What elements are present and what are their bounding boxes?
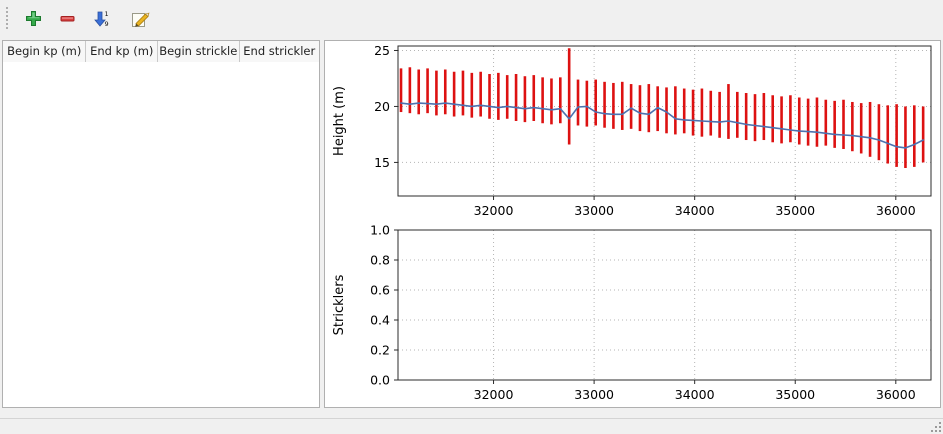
svg-text:20: 20: [374, 99, 390, 114]
toolbar: 1 9: [0, 0, 943, 37]
status-bar: [0, 418, 943, 434]
plus-icon: [25, 10, 42, 27]
remove-row-button[interactable]: [53, 6, 81, 32]
svg-text:1.0: 1.0: [370, 225, 390, 238]
svg-text:32000: 32000: [474, 387, 514, 402]
svg-text:Height (m): Height (m): [332, 86, 347, 156]
svg-text:35000: 35000: [775, 203, 815, 218]
edit-button[interactable]: [126, 6, 154, 32]
edit-pencil-icon: [131, 10, 150, 28]
add-row-button[interactable]: [19, 6, 47, 32]
svg-text:34000: 34000: [675, 387, 715, 402]
stricklers-chart: 32000 33000 34000 35000 36000 0.0 0.2 0.4 0.6 0.8…: [332, 225, 932, 402]
column-header-begin-strickler[interactable]: Begin strickle: [158, 41, 240, 62]
sort-numeric-icon: 1 9: [92, 10, 110, 28]
minus-icon: [59, 10, 76, 27]
charts-panel: 32000 33000 34000 35000 36000 15 20 25 Height (m…: [324, 40, 941, 408]
column-header-end-kp[interactable]: End kp (m): [86, 41, 159, 62]
svg-text:36000: 36000: [876, 387, 916, 402]
svg-text:0.4: 0.4: [370, 313, 390, 328]
svg-text:25: 25: [374, 43, 390, 58]
column-header-end-strickler[interactable]: End strickler: [243, 44, 316, 58]
svg-text:36000: 36000: [876, 203, 916, 218]
stricklers-table: Begin kp (m) End kp (m) Begin strickle E…: [2, 40, 320, 408]
sort-button[interactable]: 1 9: [87, 6, 115, 32]
column-header-begin-kp[interactable]: Begin kp (m): [3, 41, 87, 62]
svg-text:9: 9: [105, 20, 109, 28]
svg-text:34000: 34000: [675, 203, 715, 218]
resize-grip-icon[interactable]: [930, 421, 941, 432]
svg-text:15: 15: [374, 155, 390, 170]
svg-text:0.2: 0.2: [370, 343, 390, 358]
toolbar-drag-handle[interactable]: [4, 6, 10, 31]
svg-text:Stricklers: Stricklers: [332, 274, 347, 335]
svg-text:33000: 33000: [574, 203, 614, 218]
svg-text:1: 1: [105, 10, 109, 18]
svg-text:0.8: 0.8: [370, 253, 390, 268]
svg-text:35000: 35000: [775, 387, 815, 402]
height-profile-chart: 32000 33000 34000 35000 36000 15 20 25 Height (m…: [332, 43, 932, 218]
svg-text:33000: 33000: [574, 387, 614, 402]
svg-text:0.6: 0.6: [370, 283, 390, 298]
svg-text:32000: 32000: [474, 203, 514, 218]
table-body-empty[interactable]: [3, 62, 319, 407]
table-header-row: Begin kp (m) End kp (m) Begin strickle E…: [3, 41, 319, 63]
svg-text:0.0: 0.0: [370, 373, 390, 388]
